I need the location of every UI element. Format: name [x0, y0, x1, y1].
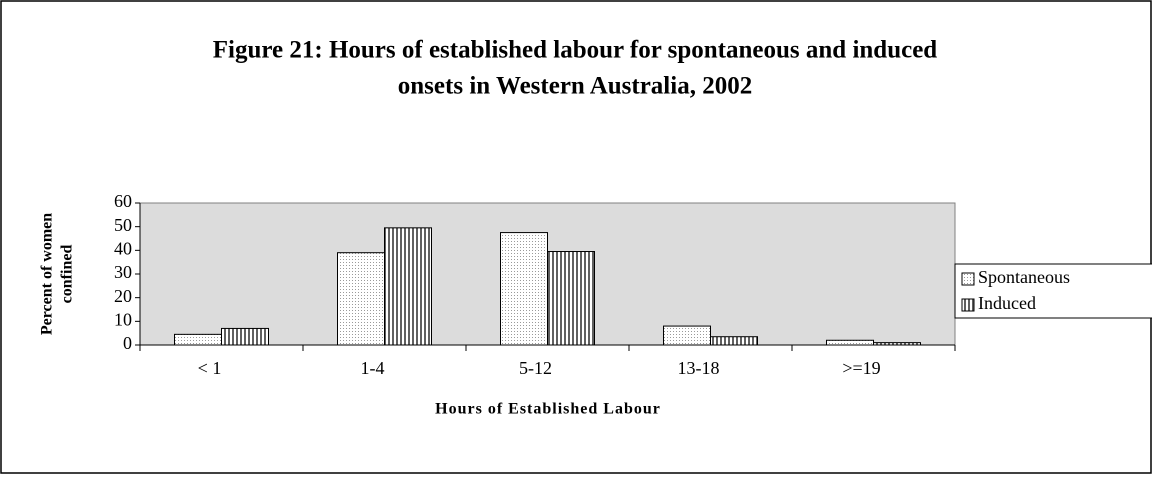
bar	[384, 227, 432, 346]
x-axis-title: Hours of Established Labour	[435, 401, 661, 418]
legend-swatch	[961, 298, 975, 312]
chart-title: Figure 21: Hours of established labour f…	[213, 37, 938, 64]
bar	[221, 327, 269, 346]
y-tick-label: 30	[114, 262, 132, 282]
legend-swatch	[961, 272, 975, 286]
x-tick-label: 5-12	[519, 358, 552, 378]
bar	[873, 342, 921, 346]
bar	[547, 251, 595, 346]
bar	[663, 325, 711, 346]
bar	[174, 333, 222, 346]
bar	[337, 252, 385, 346]
bar	[826, 339, 874, 346]
y-tick-label: 50	[114, 215, 132, 235]
y-axis-title: Percent of women	[39, 213, 56, 335]
y-tick-label: 40	[114, 238, 132, 258]
x-tick-label: 1-4	[361, 358, 385, 378]
y-tick-label: 10	[114, 309, 132, 329]
chart-title: onsets in Western Australia, 2002	[398, 73, 752, 100]
x-tick-label: < 1	[198, 358, 222, 378]
y-tick-label: 60	[114, 191, 132, 211]
legend-label: Spontaneous	[978, 267, 1070, 287]
legend-box	[954, 263, 1152, 319]
y-tick-label: 20	[114, 286, 132, 306]
y-tick-label: 0	[123, 333, 132, 353]
bar	[710, 336, 758, 346]
x-tick-label: 13-18	[678, 358, 720, 378]
x-tick-label: >=19	[842, 358, 880, 378]
y-axis-title: confined	[59, 245, 76, 304]
legend-label: Induced	[978, 293, 1036, 313]
bar	[500, 232, 548, 346]
